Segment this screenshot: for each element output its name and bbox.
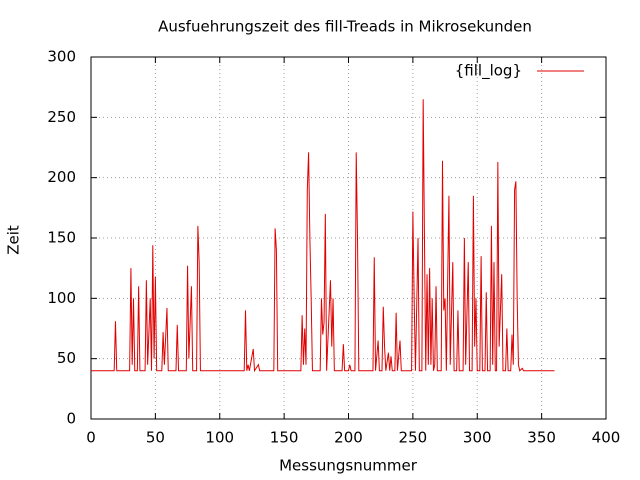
x-tick-label: 300 bbox=[463, 429, 492, 447]
plot-frame bbox=[90, 56, 607, 420]
x-tick-label: 350 bbox=[527, 429, 556, 447]
y-axis-label: Zeit bbox=[5, 225, 23, 255]
y-tick-label: 300 bbox=[47, 48, 76, 66]
legend-label: {fill_log} bbox=[455, 62, 522, 81]
y-tick-label: 200 bbox=[47, 168, 76, 186]
data-line bbox=[91, 99, 555, 373]
y-tick-label: 150 bbox=[47, 229, 76, 247]
x-tick-label: 150 bbox=[270, 429, 299, 447]
x-tick-label: 100 bbox=[205, 429, 234, 447]
x-tick-label: 50 bbox=[146, 429, 165, 447]
chart-title: Ausfuehrungszeit des fill-Treads in Mikr… bbox=[158, 18, 532, 36]
y-tick-label: 250 bbox=[47, 108, 76, 126]
y-tick-label: 0 bbox=[66, 410, 76, 428]
x-axis-label: Messungsnummer bbox=[279, 457, 418, 475]
y-tick-label: 100 bbox=[47, 289, 76, 307]
y-tick-label: 50 bbox=[57, 349, 76, 367]
x-tick-label: 0 bbox=[86, 429, 96, 447]
x-tick-label: 400 bbox=[592, 429, 621, 447]
x-tick-label: 200 bbox=[334, 429, 363, 447]
x-tick-label: 250 bbox=[399, 429, 428, 447]
